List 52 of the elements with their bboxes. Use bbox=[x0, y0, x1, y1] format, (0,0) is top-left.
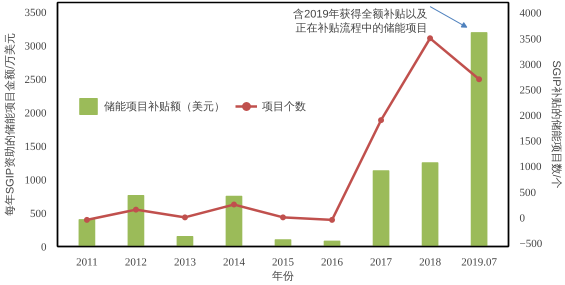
annotation: 含2019年获得全额补贴以及 bbox=[293, 8, 428, 20]
x-tick-label: 2018 bbox=[419, 256, 442, 268]
y-tick-label: 1000 bbox=[24, 174, 47, 186]
y-tick-label: 500 bbox=[30, 208, 47, 220]
x-axis-title: 年份 bbox=[272, 270, 294, 282]
y-tick-label: 2500 bbox=[24, 74, 47, 86]
x-tick-label: 2014 bbox=[222, 256, 246, 268]
x-tick-label: 2011 bbox=[76, 256, 98, 268]
legend-label: 储能项目补贴额（美元） bbox=[104, 100, 225, 114]
point bbox=[378, 117, 384, 124]
y2-tick-label: 4000 bbox=[520, 8, 542, 20]
bar bbox=[176, 236, 194, 246]
y2-tick-label: 1000 bbox=[520, 161, 542, 174]
y2-tick-label: 3500 bbox=[520, 33, 542, 46]
bar bbox=[78, 219, 96, 246]
annotation: 正在补贴流程中的储能项目 bbox=[296, 22, 428, 34]
x-tick-label: 2013 bbox=[174, 256, 196, 268]
point bbox=[84, 216, 90, 223]
y2-tick-label: 2000 bbox=[520, 110, 542, 122]
point bbox=[182, 214, 188, 220]
y2-tick-label: 1500 bbox=[520, 136, 542, 148]
y2-axis-title: SGIP补贴的储能项目数/个 bbox=[550, 60, 564, 189]
x-tick-label: 2017 bbox=[370, 256, 393, 268]
y-tick-label: 1500 bbox=[24, 140, 47, 153]
y2-tick-label: 3000 bbox=[520, 58, 542, 71]
y-tick-label: 3500 bbox=[24, 6, 47, 19]
y2-tick-label: −500 bbox=[520, 238, 543, 250]
bar bbox=[128, 195, 144, 246]
y-axis-title: 每年SGIP资助的储能项目金额/万美元 bbox=[4, 32, 16, 216]
bar bbox=[324, 240, 340, 246]
bar bbox=[274, 239, 292, 246]
y-tick-label: 2000 bbox=[24, 107, 47, 120]
y2-tick-label: 0 bbox=[520, 212, 526, 224]
x-tick-label: 2016 bbox=[321, 256, 344, 268]
bar bbox=[422, 162, 438, 246]
point bbox=[329, 216, 336, 223]
y2-tick-label: 500 bbox=[520, 186, 536, 199]
x-tick-label: 2015 bbox=[272, 256, 294, 268]
point bbox=[132, 206, 139, 213]
legend-label: 项目个数 bbox=[262, 100, 306, 114]
point bbox=[427, 35, 434, 42]
x-tick-label: 2019.07 bbox=[461, 256, 498, 268]
y-tick-label: 3000 bbox=[24, 40, 47, 52]
point bbox=[280, 214, 286, 220]
y-tick-label: 0 bbox=[41, 242, 47, 254]
x-tick-label: 2012 bbox=[124, 256, 147, 268]
y2-tick-label: 2500 bbox=[520, 84, 542, 96]
point bbox=[230, 202, 237, 208]
bar bbox=[470, 32, 488, 246]
bar bbox=[372, 170, 390, 246]
bar bbox=[226, 196, 242, 246]
point bbox=[476, 76, 482, 82]
